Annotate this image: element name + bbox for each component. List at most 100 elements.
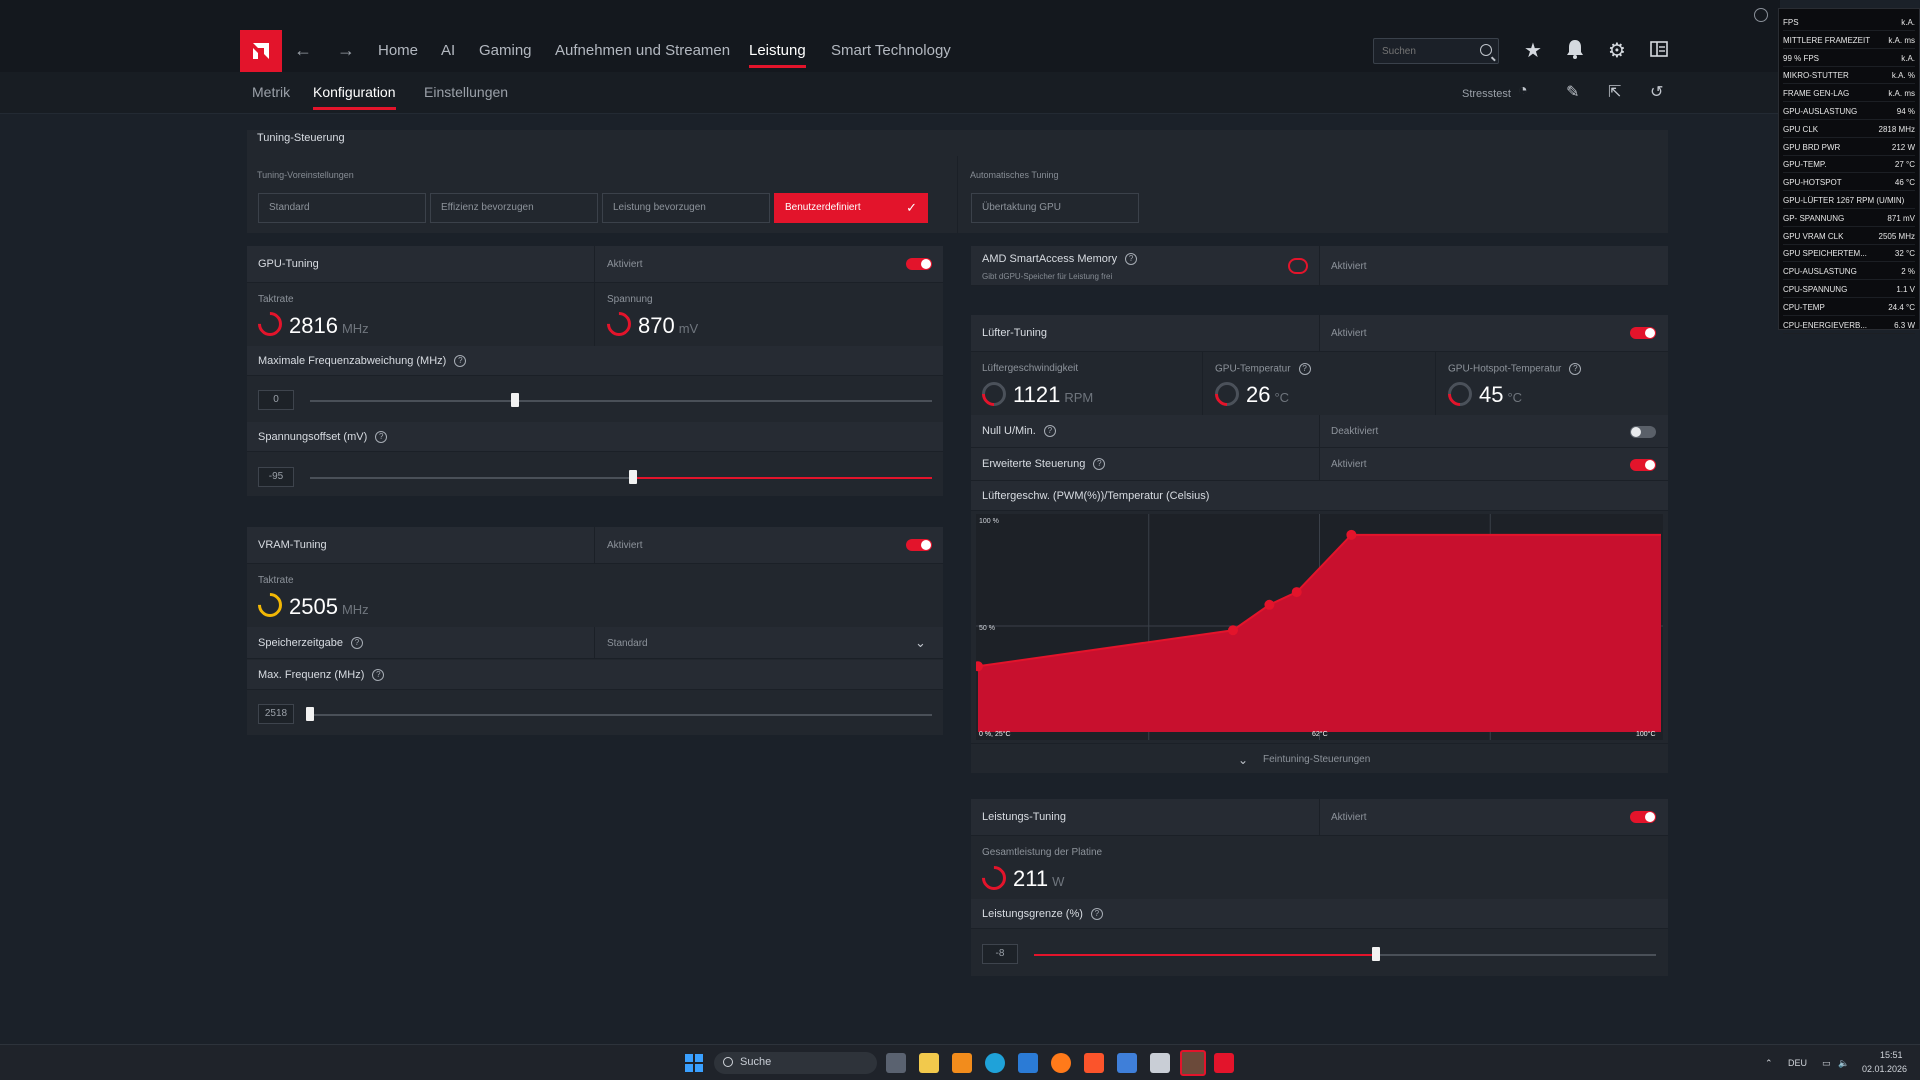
help-icon[interactable]: ? (1298, 363, 1311, 375)
tab-metrics[interactable]: Metrik (252, 84, 291, 100)
voltage-offset-slider-track[interactable] (310, 477, 932, 479)
amd-logo[interactable] (240, 30, 282, 72)
freq-deviation-label-text: Maximale Frequenzabweichung (MHz) (258, 355, 447, 367)
amd-software-icon[interactable] (1214, 1053, 1234, 1073)
fine-tuning-controls[interactable]: Feintuning-Steuerungen (1263, 754, 1371, 765)
forward-arrow-icon[interactable]: → (337, 40, 355, 60)
max-frequency-label: Max. Frequenz (MHz)? (258, 669, 385, 682)
star-icon[interactable]: ★ (1524, 40, 1542, 62)
help-icon[interactable]: ? (375, 431, 388, 444)
layout-icon[interactable] (1647, 39, 1671, 63)
help-icon[interactable]: ? (1043, 425, 1056, 438)
overlay-metric-name: FPS (1783, 18, 1799, 27)
freq-deviation-slider-track[interactable] (310, 400, 932, 402)
voltage-offset-value[interactable]: -95 (258, 467, 294, 487)
search-input[interactable] (1382, 43, 1472, 59)
zero-rpm-status: Deaktiviert (1331, 426, 1379, 437)
task-view-icon[interactable] (886, 1053, 906, 1073)
nav-performance[interactable]: Leistung (749, 42, 806, 68)
hotspot-temp-label-text: GPU-Hotspot-Temperatur (1448, 363, 1562, 375)
edge-icon[interactable] (985, 1053, 1005, 1073)
fan-curve-point[interactable] (976, 661, 983, 672)
gpu-clock-unit: MHz (341, 321, 369, 336)
fan-curve-point[interactable] (1264, 599, 1275, 610)
help-icon[interactable]: ? (351, 637, 364, 650)
speedometer-icon[interactable]: ◔ (1518, 82, 1528, 99)
preset-standard[interactable]: Standard (258, 193, 426, 223)
nav-smart-technology[interactable]: Smart Technology (831, 42, 951, 59)
export-icon[interactable]: ⇱ (1608, 84, 1622, 101)
back-arrow-icon[interactable]: ← (294, 40, 312, 60)
sub-navigation: Metrik Konfiguration Einstellungen Stres… (0, 72, 1780, 114)
max-frequency-value[interactable]: 2518 (258, 704, 294, 724)
help-icon[interactable]: ? (1090, 908, 1103, 921)
brave-icon[interactable] (1084, 1053, 1104, 1073)
gpu-tuning-toggle[interactable] (906, 258, 932, 270)
bell-icon[interactable] (1563, 39, 1587, 63)
memory-timing-select[interactable]: Standard (607, 638, 648, 649)
search-box[interactable] (1373, 38, 1499, 64)
fan-tuning-toggle[interactable] (1630, 327, 1656, 339)
firefox-icon[interactable] (1051, 1053, 1071, 1073)
fan-curve-point[interactable] (1346, 529, 1357, 540)
nav-home[interactable]: Home (378, 42, 419, 59)
vram-tuning-toggle[interactable] (906, 539, 932, 551)
windows-start-icon[interactable] (685, 1054, 703, 1072)
gear-icon[interactable]: ⚙ (1608, 40, 1626, 62)
overlay-metric-value: 46 °C (1894, 178, 1915, 188)
vlc-icon[interactable] (952, 1053, 972, 1073)
app-icon[interactable] (1150, 1053, 1170, 1073)
tab-settings[interactable]: Einstellungen (424, 84, 509, 100)
power-limit-slider-thumb[interactable] (1372, 947, 1381, 961)
help-icon[interactable]: ? (372, 669, 385, 682)
help-icon[interactable]: ? (1093, 458, 1106, 471)
zero-rpm-toggle[interactable] (1630, 426, 1656, 438)
tray-chevron-up-icon[interactable]: ⌃ (1765, 1058, 1773, 1068)
clock-date[interactable]: 02.01.2026 (1862, 1064, 1908, 1074)
vram-tuning-panel: VRAM-Tuning Aktiviert Taktrate 2505 MHz S… (247, 527, 943, 735)
freq-deviation-value[interactable]: 0 (258, 390, 294, 410)
help-icon[interactable]: ? (1569, 363, 1582, 375)
search-icon[interactable] (1480, 44, 1492, 56)
power-tuning-toggle[interactable] (1630, 811, 1656, 823)
mail-icon[interactable] (1117, 1053, 1137, 1073)
max-frequency-slider-track[interactable] (310, 714, 932, 716)
nav-gaming[interactable]: Gaming (479, 42, 532, 59)
stresstest-label[interactable]: Stresstest (1462, 88, 1511, 100)
overlay-row: GP- SPANNUNG 871 mV (1783, 209, 1915, 227)
bug-report-icon[interactable] (1754, 8, 1768, 22)
file-explorer-icon[interactable] (919, 1053, 939, 1073)
nav-ai[interactable]: AI (441, 42, 456, 59)
x-tick-right: 100°C (1636, 730, 1656, 738)
hotspot-temp-value: 45 (1479, 382, 1504, 407)
calendar-app-icon[interactable] (1180, 1050, 1206, 1076)
taskbar-search[interactable]: Suche (714, 1052, 877, 1074)
fan-curve-points[interactable] (976, 529, 1357, 672)
fan-curve-chart[interactable]: 100 % 50 % 0 %, 25°C 62°C 100°C (976, 514, 1663, 740)
power-limit-value[interactable]: -8 (982, 944, 1018, 964)
fan-speed-value: 1121 (1013, 382, 1061, 407)
nav-record-stream[interactable]: Aufnehmen und Streamen (555, 42, 731, 59)
preset-efficiency[interactable]: Effizienz bevorzugen (430, 193, 598, 223)
help-icon[interactable]: ? (1125, 253, 1138, 266)
fan-curve-point[interactable] (1291, 587, 1302, 598)
advanced-control-toggle[interactable] (1630, 459, 1656, 471)
auto-overclock-gpu-button[interactable]: Übertaktung GPU (971, 193, 1139, 223)
freq-deviation-slider-thumb[interactable] (511, 393, 520, 407)
fan-curve-point[interactable] (1227, 625, 1238, 636)
monitor-app-icon[interactable] (1018, 1053, 1038, 1073)
chevron-down-icon[interactable]: ⌄ (1238, 753, 1249, 767)
reset-icon[interactable]: ↺ (1650, 84, 1664, 101)
help-icon[interactable]: ? (454, 355, 467, 368)
tab-configuration[interactable]: Konfiguration (313, 84, 396, 110)
chevron-down-icon[interactable]: ⌄ (915, 635, 926, 650)
network-icon[interactable]: ▭ (1822, 1058, 1831, 1068)
language-indicator[interactable]: DEU (1788, 1058, 1808, 1068)
clock-time[interactable]: 15:51 (1880, 1050, 1903, 1060)
preset-custom[interactable]: Benutzerdefiniert ✓ (774, 193, 928, 223)
preset-performance[interactable]: Leistung bevorzugen (602, 193, 770, 223)
voltage-offset-slider-thumb[interactable] (629, 470, 638, 484)
edit-icon[interactable]: ✎ (1566, 84, 1580, 101)
volume-icon[interactable]: 🔈 (1838, 1058, 1850, 1068)
max-frequency-slider-thumb[interactable] (306, 707, 314, 721)
